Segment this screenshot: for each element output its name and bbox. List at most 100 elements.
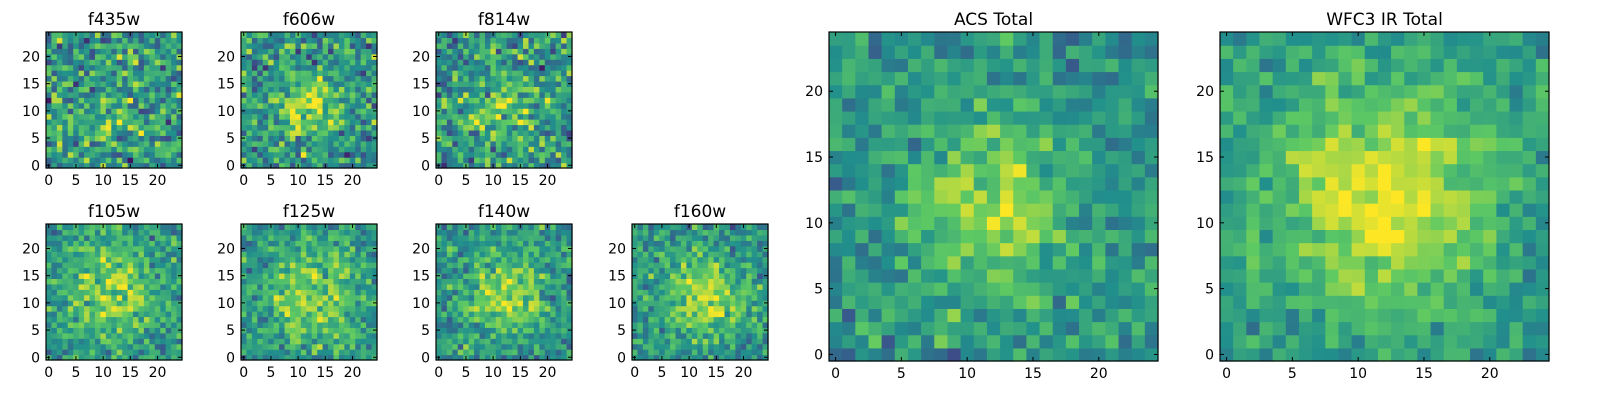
- heatmap-cell: [457, 354, 464, 361]
- heatmap-cell: [484, 135, 491, 142]
- heatmap-cell: [268, 316, 275, 323]
- heatmap-cell: [122, 262, 129, 269]
- heatmap-cell: [295, 305, 302, 312]
- heatmap-cell: [528, 305, 535, 312]
- heatmap-cell: [251, 262, 258, 269]
- heatmap-cell: [311, 32, 318, 39]
- heatmap-cell: [73, 113, 80, 120]
- heatmap-cell: [138, 129, 145, 136]
- heatmap-cell: [355, 349, 362, 356]
- heatmap-cell: [463, 86, 470, 93]
- heatmap-cell: [512, 32, 519, 39]
- heatmap-cell: [165, 234, 172, 241]
- heatmap-cell: [528, 97, 535, 104]
- heatmap-cell: [67, 129, 74, 136]
- heatmap-cell: [289, 70, 296, 77]
- heatmap-cell: [284, 48, 291, 55]
- heatmap-cell: [1065, 163, 1080, 178]
- heatmap-cell: [907, 334, 922, 349]
- heatmap-cell: [881, 242, 896, 257]
- heatmap-cell: [512, 75, 519, 82]
- heatmap-cell: [171, 140, 178, 147]
- heatmap-cell: [257, 311, 264, 318]
- heatmap-cell: [133, 135, 140, 142]
- heatmap-cell: [67, 332, 74, 339]
- heatmap-cell: [523, 70, 530, 77]
- heatmap-cell: [512, 70, 519, 77]
- heatmap-cell: [468, 70, 475, 77]
- heatmap-cell: [686, 300, 693, 307]
- heatmap-cell: [154, 240, 161, 247]
- heatmap-cell: [1052, 242, 1067, 257]
- heatmap-cell: [268, 267, 275, 274]
- heatmap-cell: [907, 203, 922, 217]
- heatmap-cell: [441, 294, 448, 301]
- heatmap-cell: [842, 229, 856, 244]
- heatmap-cell: [366, 32, 373, 39]
- heatmap-cell: [322, 278, 329, 285]
- heatmap-cell: [729, 311, 736, 318]
- heatmap-cell: [306, 37, 313, 44]
- heatmap-cell: [67, 256, 74, 263]
- heatmap-cell: [371, 283, 378, 290]
- heatmap-cell: [149, 113, 156, 120]
- heatmap-cell: [257, 294, 264, 301]
- heatmap-cell: [484, 332, 491, 339]
- heatmap-cell: [1013, 176, 1027, 191]
- heatmap-cell: [344, 64, 351, 71]
- heatmap-cell: [566, 140, 573, 147]
- heatmap-cell: [528, 146, 535, 153]
- heatmap-cell: [539, 37, 546, 44]
- heatmap-cell: [154, 119, 161, 126]
- heatmap-cell: [544, 327, 551, 334]
- heatmap-cell: [436, 75, 443, 82]
- x-tick-label: 15: [511, 365, 529, 381]
- heatmap-cell: [67, 294, 74, 301]
- heatmap-cell: [268, 140, 275, 147]
- x-tick-label: 15: [707, 365, 725, 381]
- heatmap-cell: [907, 295, 922, 309]
- heatmap-cell: [73, 48, 80, 55]
- heatmap-cell: [300, 162, 307, 169]
- heatmap-cell: [697, 316, 704, 323]
- heatmap-cell: [533, 338, 540, 345]
- heatmap-cell: [51, 349, 58, 356]
- heatmap-cell: [1131, 295, 1146, 309]
- heatmap-cell: [154, 229, 161, 236]
- heatmap-cell: [160, 289, 167, 296]
- heatmap-cell: [279, 151, 286, 158]
- y-tick-label: 20: [412, 241, 430, 257]
- heatmap-cell: [160, 332, 167, 339]
- heatmap-cell: [51, 70, 58, 77]
- heatmap-cell: [62, 108, 69, 115]
- heatmap-cell: [322, 245, 329, 252]
- heatmap-cell: [523, 42, 530, 49]
- heatmap-cell: [56, 251, 63, 258]
- heatmap-cell: [479, 251, 486, 258]
- heatmap-cell: [881, 216, 896, 230]
- heatmap-cell: [533, 311, 540, 318]
- heatmap-cell: [284, 157, 291, 164]
- heatmap-cell: [528, 64, 535, 71]
- heatmap-cell: [165, 224, 172, 231]
- heatmap-cell: [51, 316, 58, 323]
- heatmap-cell: [724, 305, 731, 312]
- heatmap-cell: [517, 349, 524, 356]
- heatmap-cell: [143, 80, 150, 87]
- heatmap-cell: [344, 37, 351, 44]
- heatmap-cell: [262, 162, 269, 169]
- heatmap-cell: [1092, 268, 1106, 283]
- heatmap-cell: [501, 32, 508, 39]
- heatmap-cell: [474, 97, 481, 104]
- heatmap-cell: [436, 42, 443, 49]
- heatmap-cell: [84, 102, 91, 109]
- heatmap-cell: [360, 311, 367, 318]
- heatmap-cell: [501, 316, 508, 323]
- heatmap-cell: [446, 311, 453, 318]
- heatmap-cell: [441, 135, 448, 142]
- heatmap-cell: [257, 272, 264, 279]
- heatmap-cell: [436, 338, 443, 345]
- heatmap-cell: [257, 59, 264, 66]
- heatmap-cell: [512, 294, 519, 301]
- heatmap-cell: [371, 267, 378, 274]
